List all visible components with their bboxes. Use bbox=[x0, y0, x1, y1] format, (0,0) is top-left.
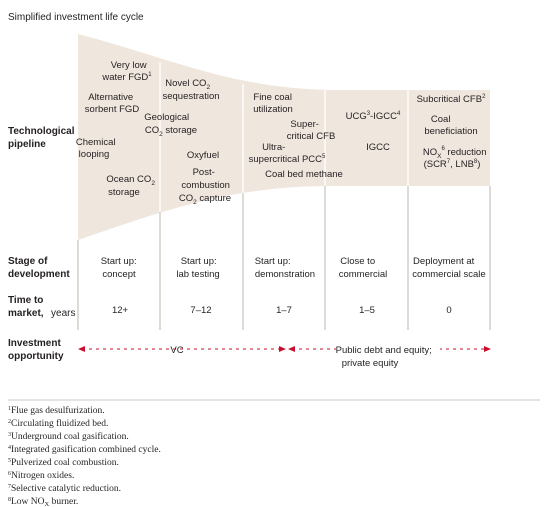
tech-nox-reduction: NOX6 reduction (SCR7, LNB8) bbox=[423, 146, 489, 170]
time-to-market-demonstration: 1–7 bbox=[276, 305, 292, 316]
tech-alternative-sorbent-fgd: Alternative sorbent FGD bbox=[85, 92, 140, 115]
row-label-investment: Investment opportunity bbox=[8, 338, 64, 362]
stage-demonstration: Start up: demonstration bbox=[255, 256, 315, 280]
tech-ultrasupercritical-pcc: Ultra- supercritical PCC5 bbox=[249, 142, 326, 165]
investment-vc: VC bbox=[170, 345, 183, 356]
tech-supercritical-cfb: Super- critical CFB bbox=[287, 119, 336, 142]
time-to-market-lab-testing: 7–12 bbox=[190, 305, 211, 316]
footnote-8: 8Low NOX burner. bbox=[8, 497, 78, 507]
tech-fine-coal-utilization: Fine coal utilization bbox=[253, 92, 294, 115]
tech-geological-co2-storage: Geological CO2 storage bbox=[144, 112, 197, 138]
tech-post-combustion-co2-capture: Post- combustion CO2 capture bbox=[179, 167, 233, 206]
stage-lab-testing: Start up: lab testing bbox=[176, 256, 219, 280]
stage-commercial-scale: Deployment at commercial scale bbox=[412, 256, 485, 280]
footnote-3: 3Underground coal gasification. bbox=[8, 431, 129, 442]
row-label-stage: Stage of development bbox=[8, 256, 70, 280]
diagram-title: Simplified investment life cycle bbox=[8, 12, 144, 23]
tech-oxyfuel: Oxyfuel bbox=[187, 150, 219, 161]
row-label-time: Time to market, years bbox=[8, 290, 75, 320]
tech-novel-co2-sequestration: Novel CO2 sequestration bbox=[162, 78, 219, 102]
vc-range-arrow bbox=[78, 346, 286, 352]
time-to-market-concept: 12+ bbox=[112, 305, 129, 316]
stage-close-to-commercial: Close to commercial bbox=[339, 256, 388, 280]
tech-very-low-water-fgd: Very low water FGD1 bbox=[101, 60, 152, 83]
tech-chemical-looping: Chemical looping bbox=[76, 137, 118, 160]
column-dividers bbox=[77, 62, 491, 330]
tech-coal-beneficiation: Coal beneficiation bbox=[424, 114, 477, 137]
stage-concept: Start up: concept bbox=[101, 256, 140, 280]
public-equity-range-arrow bbox=[288, 346, 491, 352]
tech-subcritical-cfb: Subcritical CFB2 bbox=[417, 94, 486, 105]
technology-funnel bbox=[78, 34, 490, 240]
footnote-2: 2Circulating fluidized bed. bbox=[8, 418, 108, 429]
tech-igcc: IGCC bbox=[366, 142, 390, 153]
tech-ocean-co2-storage: Ocean CO2 storage bbox=[106, 174, 157, 198]
tech-coal-bed-methane: Coal bed methane bbox=[265, 169, 343, 180]
footnote-5: 5Pulverized coal combustion. bbox=[8, 458, 119, 468]
time-to-market-close-to-commercial: 1–5 bbox=[359, 305, 375, 316]
footnotes: 1Flue gas desulfurization. 2Circulating … bbox=[8, 405, 161, 507]
tech-ucg-igcc: UCG3-IGCC4 bbox=[346, 111, 401, 122]
footnote-7: 7Selective catalytic reduction. bbox=[8, 484, 121, 494]
footnote-6: 6Nitrogen oxides. bbox=[8, 471, 74, 481]
footnote-1: 1Flue gas desulfurization. bbox=[8, 405, 105, 416]
time-to-market-commercial-scale: 0 bbox=[446, 305, 451, 316]
row-label-pipeline: Technological pipeline bbox=[8, 126, 77, 150]
footnote-4: 4Integrated gasification combined cycle. bbox=[8, 444, 161, 455]
investment-public-private: Public debt and equity; private equity bbox=[336, 345, 435, 369]
